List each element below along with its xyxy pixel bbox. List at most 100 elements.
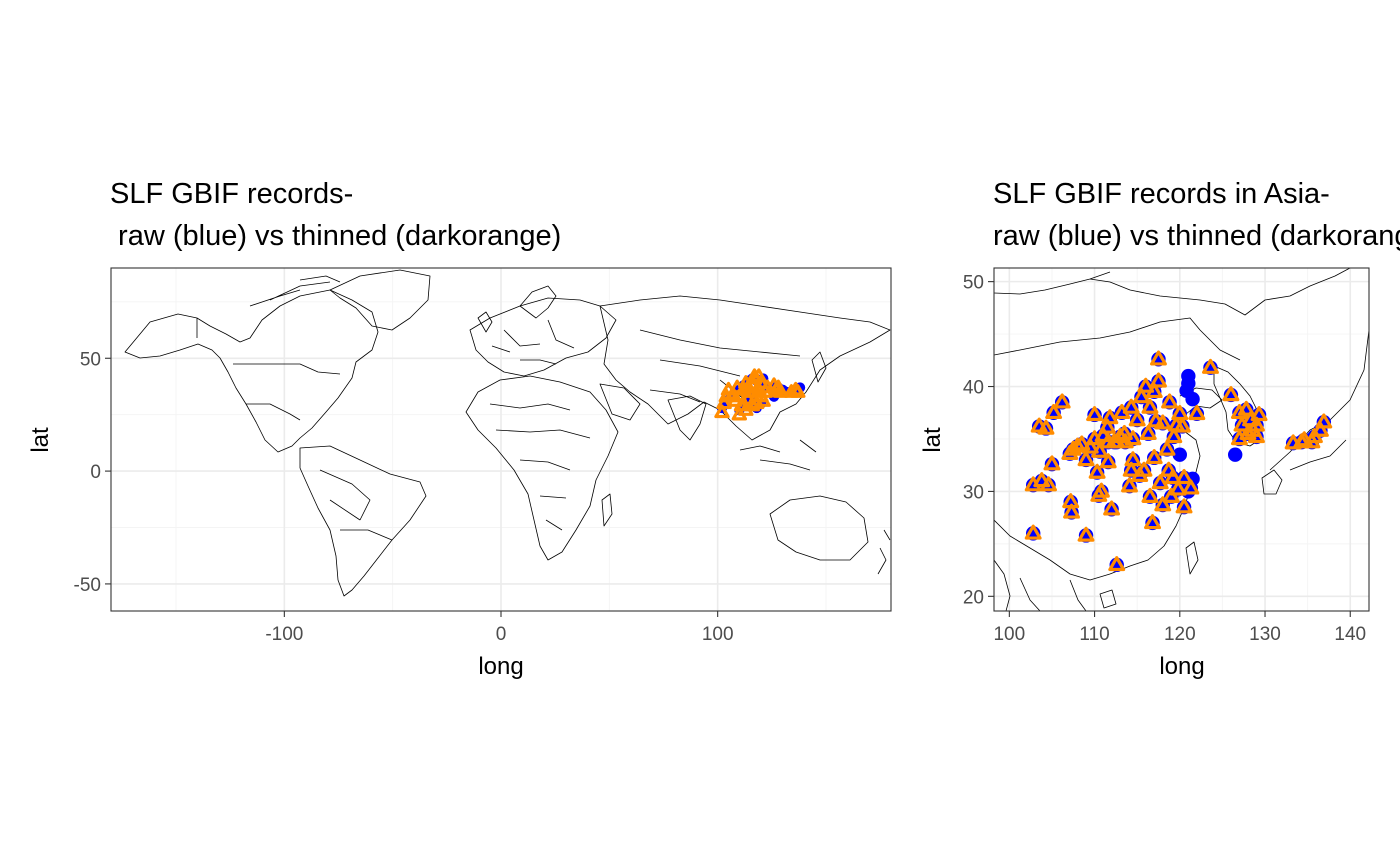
asia-thinned-point (1173, 417, 1191, 433)
asia-thinned-point (1086, 406, 1104, 422)
asia-thinned-point (1150, 350, 1167, 366)
asia-grid (994, 268, 1369, 611)
china-south-border (994, 519, 1111, 581)
asia-thinned-point (1092, 482, 1110, 498)
asia-thinned-point (1154, 496, 1172, 512)
africa-outline (465, 375, 619, 561)
japan (811, 351, 827, 383)
russia-mongolia-border (994, 268, 1351, 316)
asia-thinned-point (1040, 476, 1057, 492)
asia-y-tick-label: 30 (963, 482, 984, 503)
asia-thinned-point (1141, 487, 1159, 503)
world-country-borders (124, 269, 891, 597)
world-x-tick-label: 100 (702, 624, 734, 645)
greenland-outline (329, 269, 431, 331)
mongolia-china-border (994, 317, 1241, 361)
asia-title-line2: raw (blue) vs thinned (darkorange) (993, 220, 1400, 252)
world-points (714, 368, 806, 421)
world-x-tick-label: 0 (496, 624, 507, 645)
asia-thinned-point (1175, 498, 1193, 514)
asia-y-tick-label: 50 (963, 273, 984, 294)
asia-thinned-point (1150, 372, 1167, 388)
asia-thinned-point (1139, 424, 1157, 441)
world-thinned-point (772, 384, 789, 398)
asia-thinned-point (1175, 468, 1193, 485)
europe-outline (469, 297, 617, 377)
asia-x-tick-label: 130 (1249, 624, 1281, 645)
asia-thinned-point (1144, 514, 1161, 530)
asia-thinned-point (1094, 427, 1112, 443)
asia-y-tick-label: 20 (963, 587, 984, 608)
southeast-asia-islands (739, 439, 817, 471)
asia-raw-point (1181, 376, 1196, 391)
british-isles (477, 311, 493, 333)
asia-thinned-point (1122, 398, 1140, 414)
north-america-outline (124, 289, 379, 453)
asia-thinned-point (1182, 479, 1200, 495)
asia-thinned-point (1101, 409, 1119, 425)
asia-thinned-point (1037, 419, 1055, 435)
asia-borders (639, 329, 801, 411)
asia-thinned-point (1145, 449, 1163, 465)
asia-thinned-point (1073, 435, 1091, 451)
asia-axes: 100 110 120 130 140 20 30 40 50 (963, 273, 1366, 645)
world-y-tick-label: 0 (90, 462, 101, 483)
asia-thinned-point (1137, 377, 1155, 393)
arabian-peninsula (599, 383, 641, 421)
asia-thinned-point (1222, 386, 1240, 402)
taiwan (1185, 541, 1199, 575)
south-america-borders (319, 469, 393, 541)
asia-thinned-point (1124, 451, 1142, 467)
asia-thinned-point (1099, 453, 1117, 469)
hainan (1099, 589, 1117, 609)
asia-thinned-point (1033, 472, 1051, 488)
asia-thinned-point (1248, 428, 1265, 444)
new-zealand (877, 529, 891, 575)
asia-thinned-point (1158, 440, 1176, 456)
asia-thinned-point (1135, 461, 1153, 477)
world-y-tick-label: 50 (80, 349, 101, 370)
asia-thinned-point (1141, 398, 1159, 414)
world-x-tick-label: -100 (265, 624, 303, 645)
bohai-coast (1179, 387, 1223, 429)
asia-thinned-point (1053, 393, 1071, 409)
arctic-islands (249, 275, 341, 307)
india (667, 395, 707, 441)
asia-thinned-point (1069, 437, 1086, 453)
asia-x-tick-label: 100 (993, 624, 1025, 645)
asia-thinned-point (1145, 382, 1163, 399)
asia-thinned-point (1091, 442, 1109, 458)
asia-x-tick-label: 110 (1079, 624, 1109, 645)
asia-thinned-point (1315, 413, 1333, 429)
madagascar (601, 493, 613, 527)
world-thinned-point (790, 384, 806, 398)
asia-raw-point (1227, 447, 1243, 462)
asia-thinned-point (1164, 468, 1182, 485)
world-thinned-point (731, 406, 748, 421)
asia-thinned-point (1121, 477, 1138, 493)
asia-thinned-point (1077, 526, 1095, 542)
southeast-asia-borders (994, 559, 1087, 611)
asia-raw-point (1172, 447, 1187, 462)
asia-thinned-point (1063, 503, 1080, 519)
world-title-line1: SLF GBIF records- (110, 178, 353, 210)
asia-thinned-point (1133, 388, 1150, 404)
asia-thinned-point (1161, 393, 1179, 409)
asia-panel-border (993, 267, 1370, 612)
asia-thinned-point (1077, 451, 1095, 467)
asia-thinned-point (1248, 416, 1265, 432)
australia-outline (769, 495, 869, 561)
world-y-tick-label: -50 (74, 575, 101, 596)
asia-thinned-point (1045, 403, 1063, 420)
world-axes: -100 0 100 -50 0 50 (74, 349, 734, 645)
world-thinned-point (753, 388, 769, 403)
world-y-axis-label: lat (27, 427, 54, 453)
asia-x-tick-label: 120 (1164, 624, 1196, 645)
africa-borders (489, 403, 591, 531)
asia-thinned-point (1081, 438, 1099, 454)
asia-thinned-point (1128, 411, 1146, 427)
japan-kyushu (1261, 469, 1283, 495)
asia-thinned-point (1202, 358, 1219, 374)
asia-thinned-point (1154, 414, 1172, 430)
